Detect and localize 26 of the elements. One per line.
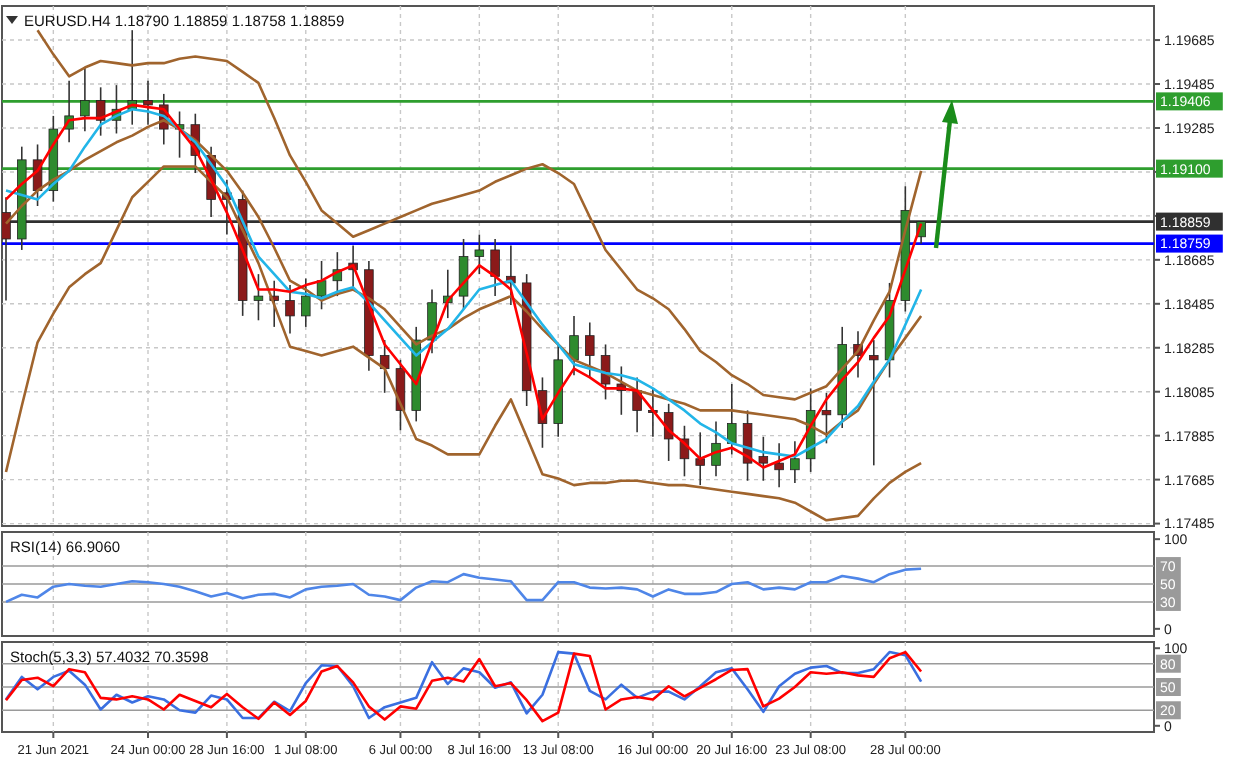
candlestick bbox=[379, 339, 390, 394]
line-series bbox=[4, 567, 923, 604]
candlestick bbox=[316, 260, 327, 311]
line-series bbox=[36, 28, 923, 401]
candlestick bbox=[490, 238, 500, 297]
candlestick bbox=[758, 435, 769, 482]
candlestick bbox=[632, 376, 642, 434]
candlestick bbox=[600, 343, 611, 401]
candlestick bbox=[790, 440, 800, 484]
candlestick bbox=[821, 392, 832, 445]
candlestick bbox=[569, 315, 579, 377]
candlestick bbox=[774, 442, 784, 489]
candlestick bbox=[695, 431, 705, 486]
candlestick bbox=[663, 403, 674, 462]
candlestick bbox=[301, 277, 311, 328]
candlestick bbox=[80, 66, 90, 133]
candlestick bbox=[95, 86, 106, 137]
candlestick bbox=[474, 233, 485, 275]
candlestick bbox=[585, 321, 595, 379]
candlestick bbox=[711, 420, 721, 478]
candlestick bbox=[458, 238, 469, 311]
candlestick bbox=[253, 273, 264, 322]
candlestick bbox=[143, 79, 153, 126]
candlestick bbox=[285, 284, 295, 335]
candlestick bbox=[727, 383, 737, 456]
candlestick bbox=[869, 339, 879, 467]
